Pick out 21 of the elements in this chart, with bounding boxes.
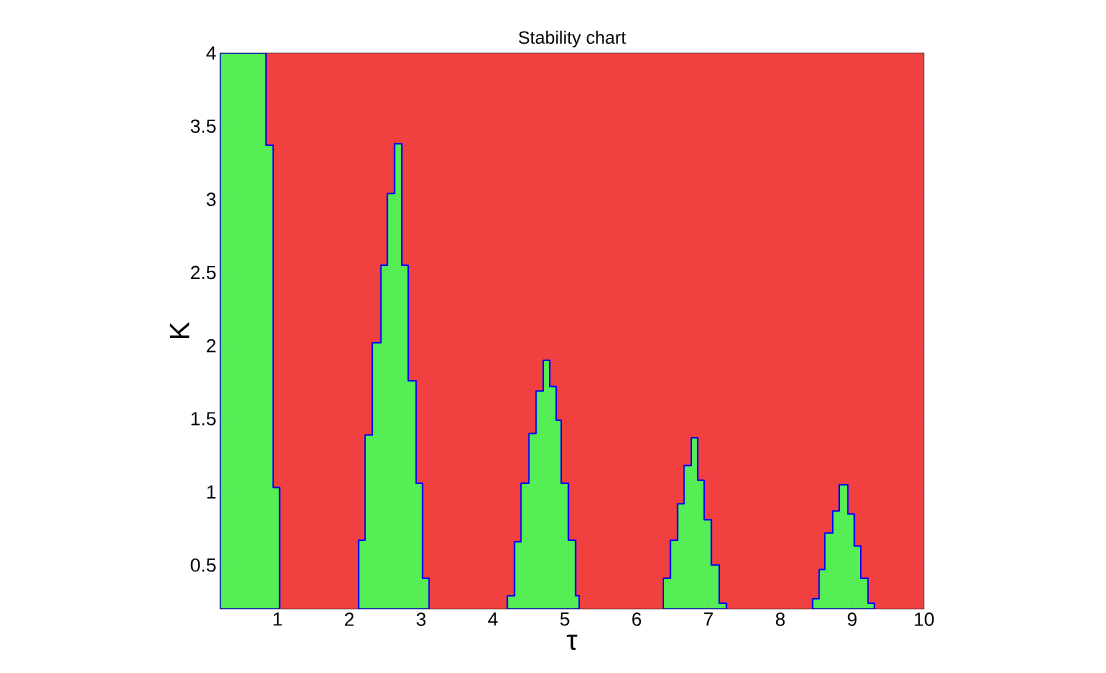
x-axis-title: τ [566,634,578,650]
x-tick-label: 2 [344,612,354,626]
x-tick-label: 7 [704,612,713,626]
x-tick-label: 6 [632,612,642,626]
x-tick-label: 8 [775,612,785,626]
x-tick-label: 9 [847,612,857,626]
y-tick-label: 0.5 [190,558,216,572]
x-tick-label: 3 [416,612,426,626]
y-tick-label: 1 [207,485,216,499]
y-axis-title: K [169,321,190,339]
y-tick-label: 1.5 [191,412,216,426]
x-tick-label: 1 [273,612,282,626]
y-tick-label: 2.5 [191,265,216,280]
chart-title: Stability chart [518,30,626,48]
x-tick-label: 10 [914,612,934,626]
x-tick-label: 4 [488,612,498,626]
y-tick-label: 3 [206,192,216,207]
y-tick-label: 4 [206,46,216,60]
y-tick-label: 2 [206,339,216,353]
x-tick-label: 5 [560,612,570,626]
y-tick-label: 3.5 [190,119,216,133]
